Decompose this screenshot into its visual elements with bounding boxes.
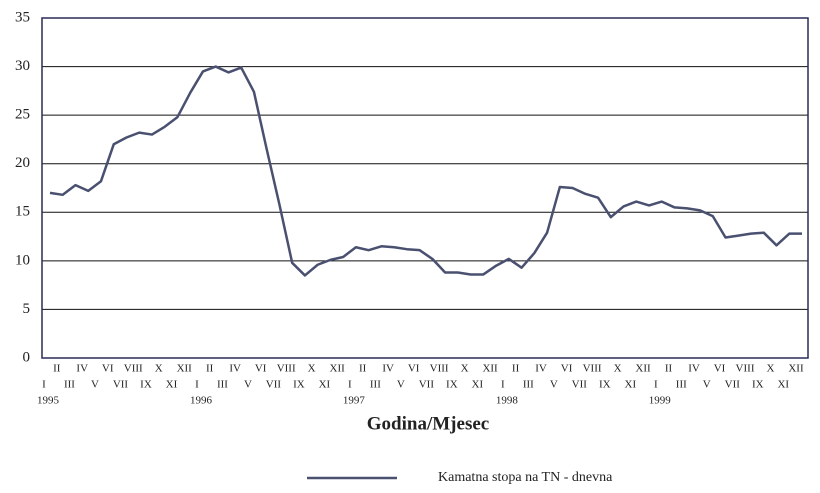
x-tick-label: IV [382,363,394,375]
x-tick-label: V [244,379,252,391]
x-tick-label: III [370,379,381,391]
y-tick-label: 35 [15,9,30,25]
x-tick-label: I [501,379,505,391]
x-tick-label: VIII [124,363,143,375]
x-tick-label: IV [229,363,241,375]
x-tick-label: II [206,363,214,375]
x-tick-label: IX [446,379,458,391]
x-tick-label: VII [572,379,588,391]
y-tick-label: 30 [15,58,30,74]
x-tick-label: VII [725,379,741,391]
x-tick-label: XI [625,379,637,391]
y-tick-label: 10 [15,252,30,268]
x-tick-label: VI [102,363,114,375]
x-tick-label: III [217,379,228,391]
x-tick-label: VII [266,379,282,391]
x-tick-label: V [397,379,405,391]
x-tick-label: V [91,379,99,391]
x-tick-label: VIII [736,363,755,375]
x-tick-label: IX [599,379,611,391]
x-tick-label: VIII [583,363,602,375]
x-tick-label: X [308,363,316,375]
x-tick-label: III [64,379,75,391]
legend-label: Kamatna stopa na TN - dnevna [438,470,613,485]
year-label: 1997 [343,395,366,407]
x-tick-label: XI [777,379,789,391]
x-tick-label: X [614,363,622,375]
x-tick-label: II [53,363,61,375]
x-tick-label: XI [319,379,331,391]
y-tick-label: 0 [23,349,31,365]
x-tick-label: I [654,379,658,391]
x-tick-label: XII [177,363,193,375]
x-tick-label: IX [752,379,764,391]
x-tick-label: IX [140,379,152,391]
x-tick-label: VI [714,363,726,375]
x-tick-label: IV [688,363,700,375]
x-tick-label: IX [293,379,305,391]
y-tick-label: 5 [23,301,31,317]
x-tick-label: XI [166,379,178,391]
y-tick-label: 20 [15,155,30,171]
x-tick-label: XII [482,363,498,375]
x-tick-label: VI [408,363,420,375]
x-tick-label: III [523,379,534,391]
x-tick-label: IV [535,363,547,375]
x-tick-label: II [665,363,673,375]
x-tick-label: VIII [430,363,449,375]
x-tick-label: XII [635,363,651,375]
x-tick-label: VI [561,363,573,375]
x-tick-label: I [348,379,352,391]
y-tick-label: 15 [15,204,30,220]
x-tick-label: IV [76,363,88,375]
x-tick-label: XII [788,363,804,375]
data-line [49,65,802,277]
x-tick-label: X [767,363,775,375]
year-label: 1999 [649,395,672,407]
x-tick-label: I [195,379,199,391]
x-tick-label: XII [330,363,346,375]
x-tick-label: II [512,363,520,375]
x-tick-label: V [703,379,711,391]
x-tick-label: X [461,363,469,375]
x-tick-label: XI [472,379,484,391]
x-tick-label: VII [419,379,435,391]
x-tick-label: VII [113,379,129,391]
y-tick-label: 25 [15,107,30,123]
year-label: 1996 [190,395,213,407]
year-label: 1995 [37,395,60,407]
x-tick-label: VIII [277,363,296,375]
x-tick-label: V [550,379,558,391]
x-tick-label: II [359,363,367,375]
x-axis-title: Godina/Mjesec [367,413,489,434]
plot-frame [41,17,809,359]
x-tick-label: III [676,379,687,391]
year-label: 1998 [496,395,519,407]
x-tick-label: VI [255,363,267,375]
x-tick-label: X [155,363,163,375]
x-tick-label: I [42,379,46,391]
